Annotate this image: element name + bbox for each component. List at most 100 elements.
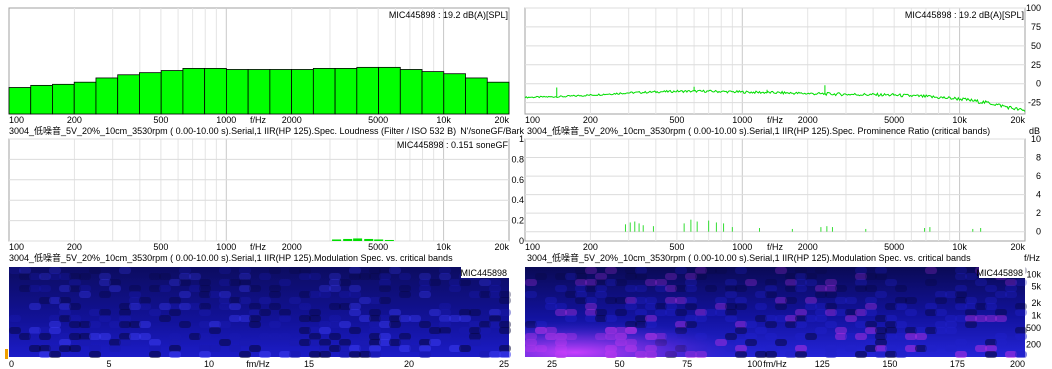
spectrogram-cell <box>269 333 281 340</box>
spectrogram-cell <box>289 339 301 346</box>
spectrogram-cell <box>379 315 391 322</box>
spectrogram-cell <box>319 351 331 358</box>
spectrogram-cell <box>149 351 161 358</box>
spectrogram-cell <box>319 345 331 352</box>
panel-prominence: 100 75 50 25 0 -25 MIC445898 : 19.2 dB(A)[SPL… <box>524 3 1041 136</box>
y-tick-label: 1k <box>1031 311 1041 321</box>
spectrogram-cell <box>389 309 401 316</box>
spectrogram-cell <box>119 339 131 346</box>
loudness-bar <box>225 69 249 115</box>
x-unit-label: f/Hz <box>767 115 784 125</box>
loudness-bar <box>465 77 488 115</box>
spectrogram-cell <box>219 303 231 310</box>
spectrogram-cell <box>349 291 361 298</box>
x-tick-label: 10k <box>436 115 451 125</box>
spectrogram-cell <box>289 267 301 274</box>
modulation-bars <box>332 238 394 241</box>
grid <box>9 138 509 242</box>
spectrogram-cell <box>349 327 361 334</box>
spectrogram-cell <box>189 333 201 340</box>
spectrogram-cell <box>219 279 231 286</box>
spectrogram-cell <box>129 285 141 292</box>
loudness-bar <box>247 69 271 115</box>
loudness-bar <box>8 87 32 115</box>
spectrogram-cell <box>199 333 211 340</box>
spectrogram-cell <box>299 267 311 274</box>
spectrogram-cell <box>119 315 131 322</box>
spectrogram-cell <box>229 279 241 286</box>
spectrogram-cell <box>219 291 231 298</box>
spectrogram-cell <box>29 327 41 334</box>
spectrogram-cell <box>489 279 501 286</box>
spectrogram-cell <box>179 273 191 280</box>
y-tick-label: 2k <box>1031 298 1041 308</box>
spectrogram-cell <box>49 273 61 280</box>
spectrogram-cell <box>359 273 371 280</box>
spectrogram-cell <box>499 291 511 298</box>
spectrogram-cell <box>419 285 431 292</box>
spectrogram-cell <box>359 333 371 340</box>
spectrogram-cell <box>379 333 391 340</box>
spectrogram-cell <box>199 321 211 328</box>
caption: 3004_低噪音_5V_20%_10cm_3530rpm ( 0.00-10.0… <box>9 252 453 263</box>
spectrogram-cell <box>479 327 491 334</box>
hot-region <box>525 267 1025 357</box>
spectrogram-cell <box>309 309 321 316</box>
spectrogram-cell <box>169 297 181 304</box>
x-tick-label: 10k <box>436 242 451 252</box>
spectrogram-cell <box>9 315 21 322</box>
spectrogram-cell <box>299 303 311 310</box>
modulation-bar <box>353 238 363 241</box>
spectrogram-cell <box>149 309 161 316</box>
spectrogram-cell <box>369 315 381 322</box>
spectrogram-cell <box>439 315 451 322</box>
spectrogram-cell <box>469 309 481 316</box>
spectrogram-cell <box>329 333 341 340</box>
spectrogram-cell <box>489 351 501 358</box>
y-tick-label: 0.2 <box>511 216 524 226</box>
spectrogram-cell <box>19 273 31 280</box>
spectrogram-cell <box>69 333 81 340</box>
spectrogram-cell <box>319 339 331 346</box>
spectrogram-cell <box>49 327 61 334</box>
modulation-bar <box>364 238 374 241</box>
spectrogram-cell <box>179 267 191 274</box>
spectrogram-cell <box>439 267 451 274</box>
spectrogram-cell <box>69 303 81 310</box>
spectrogram-cell <box>419 351 431 358</box>
x-unit-label: f/Hz <box>250 115 267 125</box>
spectrogram-cell <box>379 339 391 346</box>
spectrogram-cell <box>209 345 221 352</box>
spectrogram-cell <box>279 279 291 286</box>
y-tick-label: 6 <box>1036 171 1041 181</box>
spectrogram-cell <box>149 339 161 346</box>
panel-modulation: 10.80.60.40.20 MIC445898 : 0.151 soneGF … <box>8 134 524 263</box>
x-tick-label: 2000 <box>282 115 302 125</box>
spectrogram-cell <box>459 279 471 286</box>
spectrogram-cell <box>419 345 431 352</box>
spectrogram-cell <box>109 321 121 328</box>
spectrogram-cell <box>149 285 161 292</box>
y-tick-labels: 100 75 50 25 0 -25 <box>1026 3 1041 108</box>
spectrogram-cell <box>99 315 111 322</box>
spectrogram-cell <box>169 309 181 316</box>
spectrogram-cell <box>389 321 401 328</box>
spectrogram-cell <box>89 333 101 340</box>
spectrogram-cell <box>399 315 411 322</box>
spectrogram-cell <box>269 291 281 298</box>
spectrogram-cell <box>169 351 181 358</box>
spectrogram-cell <box>429 339 441 346</box>
banner-text: MIC445898 : 0.151 soneGF <box>397 140 509 150</box>
spectrogram-cell <box>329 273 341 280</box>
spectrogram-cell <box>329 303 341 310</box>
spectrogram-cell <box>239 351 251 358</box>
banner-text: MIC445898 : 19.2 dB(A)[SPL] <box>905 10 1024 20</box>
spectrogram-cell <box>209 327 221 334</box>
spectrogram-cell <box>379 273 391 280</box>
spectrogram-cell <box>59 285 71 292</box>
cursor-marker[interactable] <box>5 349 8 359</box>
x-unit-label: fm/Hz <box>246 359 270 369</box>
spectrogram-cell <box>209 291 221 298</box>
spectrogram-cell <box>469 327 481 334</box>
x-tick-label: 50 <box>615 359 625 369</box>
